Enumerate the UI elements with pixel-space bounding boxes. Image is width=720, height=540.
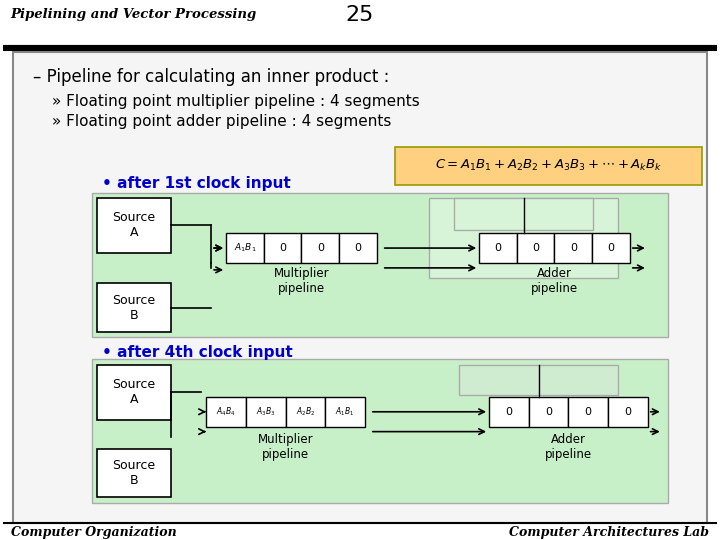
- Text: • after 4th clock input: • after 4th clock input: [102, 345, 293, 360]
- FancyBboxPatch shape: [226, 233, 264, 263]
- FancyBboxPatch shape: [97, 198, 171, 253]
- Text: Source
B: Source B: [112, 294, 156, 322]
- Text: Pipelining and Vector Processing: Pipelining and Vector Processing: [11, 9, 257, 22]
- Text: 0: 0: [505, 407, 513, 417]
- FancyBboxPatch shape: [97, 283, 171, 333]
- Text: Multiplier
pipeline: Multiplier pipeline: [274, 267, 329, 295]
- FancyBboxPatch shape: [454, 198, 593, 230]
- Text: 0: 0: [570, 243, 577, 253]
- FancyBboxPatch shape: [528, 397, 568, 427]
- FancyBboxPatch shape: [429, 198, 618, 278]
- FancyBboxPatch shape: [459, 365, 618, 395]
- FancyBboxPatch shape: [246, 397, 286, 427]
- Text: 25: 25: [346, 5, 374, 25]
- FancyBboxPatch shape: [3, 0, 717, 536]
- FancyBboxPatch shape: [206, 397, 246, 427]
- FancyBboxPatch shape: [479, 233, 517, 263]
- Text: $A_1B_1$: $A_1B_1$: [336, 406, 355, 418]
- Text: 0: 0: [279, 243, 286, 253]
- Text: 0: 0: [532, 243, 539, 253]
- Text: Computer Organization: Computer Organization: [11, 526, 176, 539]
- Text: $A_3B_3$: $A_3B_3$: [256, 406, 276, 418]
- FancyBboxPatch shape: [592, 233, 630, 263]
- Text: Multiplier
pipeline: Multiplier pipeline: [258, 433, 313, 461]
- FancyBboxPatch shape: [517, 233, 554, 263]
- Text: » Floating point multiplier pipeline : 4 segments: » Floating point multiplier pipeline : 4…: [53, 94, 420, 109]
- Text: 0: 0: [624, 407, 631, 417]
- Text: 0: 0: [585, 407, 592, 417]
- FancyBboxPatch shape: [286, 397, 325, 427]
- FancyBboxPatch shape: [302, 233, 339, 263]
- Text: $A_2B_2$: $A_2B_2$: [296, 406, 315, 418]
- Text: 0: 0: [317, 243, 324, 253]
- Text: Source
A: Source A: [112, 211, 156, 239]
- Text: Computer Architectures Lab: Computer Architectures Lab: [509, 526, 709, 539]
- FancyBboxPatch shape: [13, 52, 707, 523]
- Text: Source
B: Source B: [112, 460, 156, 487]
- FancyBboxPatch shape: [97, 449, 171, 497]
- FancyBboxPatch shape: [3, 0, 717, 46]
- Text: 0: 0: [608, 243, 615, 253]
- FancyBboxPatch shape: [489, 397, 528, 427]
- Text: » Floating point adder pipeline : 4 segments: » Floating point adder pipeline : 4 segm…: [53, 113, 392, 129]
- FancyBboxPatch shape: [92, 193, 667, 338]
- FancyBboxPatch shape: [568, 397, 608, 427]
- FancyBboxPatch shape: [325, 397, 365, 427]
- Text: Source
A: Source A: [112, 378, 156, 406]
- Text: Adder
pipeline: Adder pipeline: [545, 433, 592, 461]
- Text: $C = A_1B_1 + A_2B_2 + A_3B_3 + \cdots + A_kB_k$: $C = A_1B_1 + A_2B_2 + A_3B_3 + \cdots +…: [435, 158, 662, 173]
- FancyBboxPatch shape: [554, 233, 592, 263]
- Text: Adder
pipeline: Adder pipeline: [531, 267, 578, 295]
- FancyBboxPatch shape: [395, 147, 702, 185]
- Text: • after 1st clock input: • after 1st clock input: [102, 176, 291, 191]
- Text: 0: 0: [495, 243, 501, 253]
- Text: 0: 0: [545, 407, 552, 417]
- Text: $A_4B_4$: $A_4B_4$: [216, 406, 236, 418]
- Text: 0: 0: [354, 243, 361, 253]
- Text: $A_1B_1$: $A_1B_1$: [233, 242, 256, 254]
- FancyBboxPatch shape: [339, 233, 377, 263]
- FancyBboxPatch shape: [264, 233, 302, 263]
- FancyBboxPatch shape: [608, 397, 648, 427]
- Text: – Pipeline for calculating an inner product :: – Pipeline for calculating an inner prod…: [32, 69, 389, 86]
- FancyBboxPatch shape: [92, 359, 667, 503]
- FancyBboxPatch shape: [97, 365, 171, 420]
